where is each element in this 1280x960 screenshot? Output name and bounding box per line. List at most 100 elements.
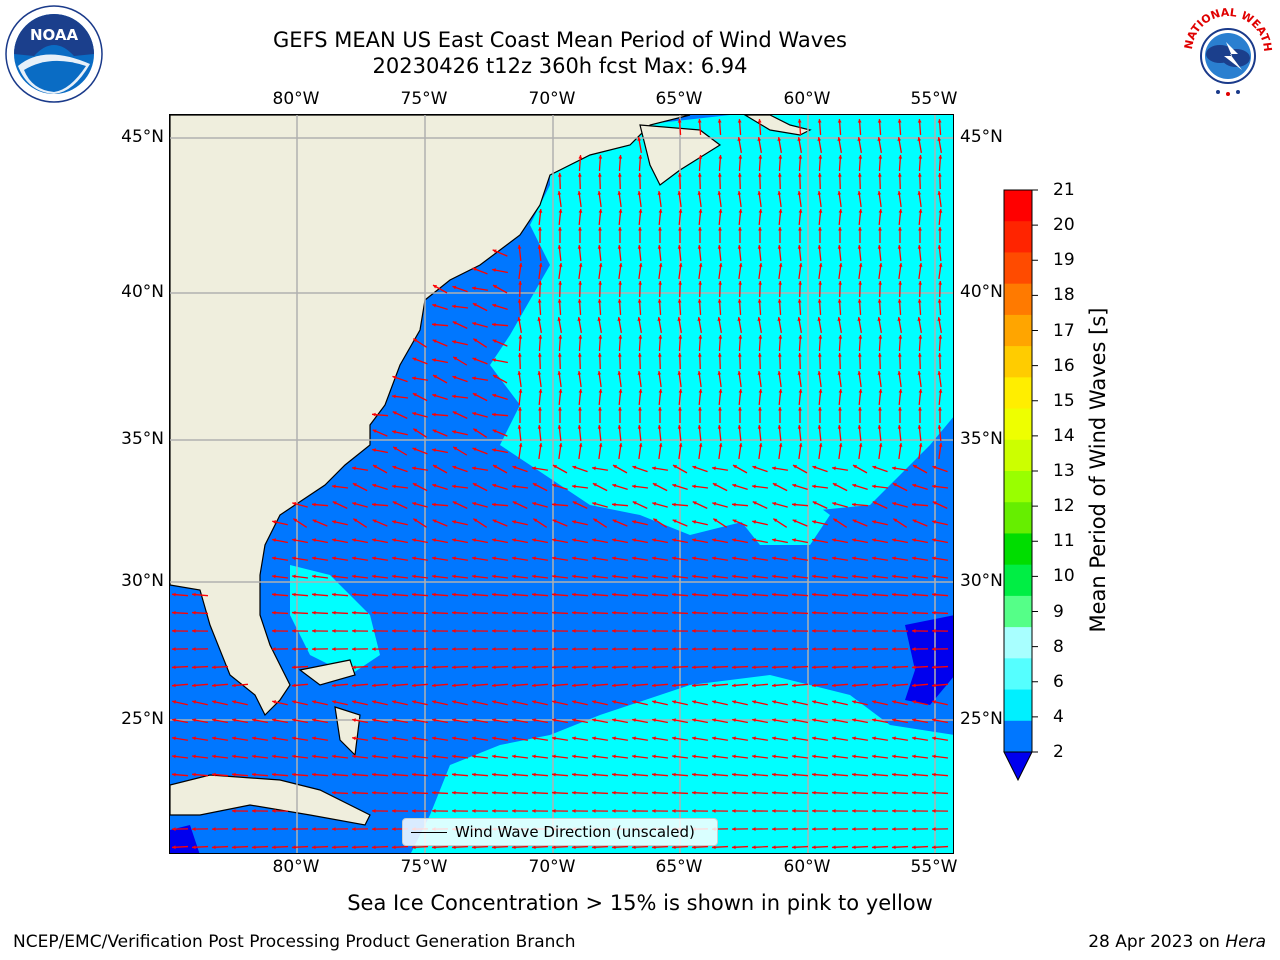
wave-direction-arrow: [691, 683, 709, 688]
wave-direction-arrow: [697, 244, 702, 262]
wave-direction-arrow: [837, 370, 842, 388]
wave-direction-arrow: [737, 244, 742, 262]
wave-direction-arrow: [291, 665, 309, 670]
wave-direction-arrow: [711, 790, 729, 795]
wave-direction-arrow: [877, 190, 882, 208]
wave-direction-arrow: [291, 683, 309, 688]
wave-direction-arrow: [311, 827, 329, 831]
wave-direction-arrow: [897, 370, 902, 388]
wave-direction-arrow: [857, 172, 862, 190]
wave-direction-arrow: [291, 845, 309, 850]
wave-direction-arrow: [492, 374, 508, 384]
wave-direction-arrow: [671, 772, 689, 777]
wave-direction-arrow: [898, 280, 903, 298]
wave-direction-arrow: [452, 520, 468, 526]
wave-direction-arrow: [631, 484, 649, 489]
wave-direction-arrow: [871, 592, 889, 597]
wave-direction-arrow: [631, 683, 649, 688]
wave-direction-arrow: [811, 772, 829, 777]
wave-direction-arrow: [551, 736, 569, 741]
wave-direction-arrow: [411, 629, 429, 633]
wave-direction-arrow: [651, 647, 669, 651]
wave-direction-arrow: [691, 592, 709, 597]
wave-direction-arrow: [612, 700, 628, 706]
wave-direction-arrow: [657, 352, 662, 370]
wave-direction-arrow: [637, 352, 642, 370]
wave-direction-arrow: [491, 754, 509, 759]
wave-direction-arrow: [731, 502, 749, 507]
wave-direction-arrow: [452, 465, 468, 473]
wave-direction-arrow: [878, 154, 883, 172]
wave-direction-arrow: [857, 190, 862, 208]
wave-direction-arrow: [757, 370, 762, 388]
lat-label-right: 30°N: [960, 571, 1003, 591]
wave-direction-arrow: [431, 412, 449, 417]
wave-direction-arrow: [618, 262, 623, 280]
wave-direction-arrow: [772, 718, 788, 724]
wave-direction-arrow: [778, 442, 783, 460]
colorbar-tick-label: 12: [1053, 496, 1075, 517]
wave-direction-arrow: [612, 519, 628, 527]
wave-direction-arrow: [272, 520, 288, 526]
wave-direction-arrow: [878, 227, 882, 243]
wave-direction-arrow: [591, 665, 609, 670]
wave-direction-arrow: [718, 262, 723, 280]
wave-direction-arrow: [777, 190, 782, 208]
wave-direction-arrow: [677, 172, 682, 190]
wave-direction-arrow: [571, 736, 589, 741]
wave-direction-arrow: [772, 538, 788, 544]
wave-direction-arrow: [512, 465, 528, 473]
wave-direction-arrow: [617, 172, 622, 190]
wave-direction-arrow: [651, 845, 669, 850]
wave-direction-arrow: [831, 736, 849, 741]
wave-direction-arrow: [891, 827, 909, 831]
wave-direction-arrow: [791, 790, 809, 795]
noaa-logo: NOAA: [5, 5, 103, 103]
wave-direction-arrow: [592, 538, 608, 544]
wave-direction-arrow: [571, 754, 589, 759]
wave-direction-arrow: [391, 772, 409, 777]
wave-direction-arrow: [471, 665, 489, 670]
wave-direction-arrow: [698, 154, 703, 172]
wave-direction-arrow: [797, 244, 802, 262]
wave-direction-arrow: [651, 683, 669, 688]
wave-direction-arrow: [492, 483, 508, 490]
wave-direction-arrow: [797, 137, 803, 153]
wave-direction-arrow: [531, 790, 549, 795]
wave-direction-arrow: [891, 772, 909, 777]
wave-direction-arrow: [691, 772, 709, 777]
wave-direction-arrow: [671, 790, 689, 795]
wave-direction-arrow: [592, 518, 608, 528]
wave-direction-arrow: [371, 845, 389, 850]
wave-direction-arrow: [917, 118, 922, 136]
wave-direction-arrow: [837, 172, 842, 190]
land-mass: [170, 115, 812, 826]
wave-direction-arrow: [691, 754, 709, 759]
wave-direction-arrow: [912, 718, 928, 724]
wave-direction-arrow: [551, 610, 569, 615]
wave-direction-arrow: [637, 370, 642, 388]
wave-direction-arrow: [692, 718, 708, 724]
wave-direction-arrow: [577, 424, 582, 442]
wave-direction-arrow: [857, 118, 862, 136]
wave-direction-arrow: [758, 208, 763, 226]
wave-direction-arrow: [371, 790, 389, 795]
wave-direction-arrow: [677, 244, 682, 262]
wave-direction-arrow: [171, 629, 189, 633]
wave-direction-arrow: [412, 518, 428, 528]
wave-direction-arrow: [471, 610, 489, 615]
wave-direction-arrow: [451, 394, 469, 399]
wave-direction-arrow: [717, 352, 722, 370]
wave-direction-arrow: [452, 356, 468, 366]
wave-direction-arrow: [831, 574, 849, 579]
wave-direction-arrow: [631, 556, 649, 561]
wave-direction-arrow: [858, 334, 863, 352]
wave-direction-arrow: [871, 845, 889, 850]
wave-direction-arrow: [671, 574, 689, 579]
wave-direction-arrow: [537, 298, 542, 316]
wave-direction-arrow: [452, 340, 468, 346]
wave-direction-arrow: [252, 718, 268, 724]
wave-direction-arrow: [611, 665, 629, 670]
wave-direction-arrow: [492, 538, 508, 544]
wave-direction-arrow: [891, 574, 909, 579]
